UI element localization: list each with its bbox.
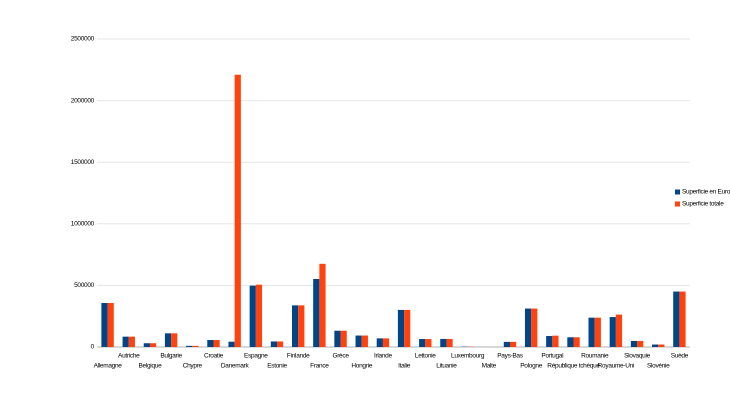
bar [573, 337, 580, 347]
x-tick-label: Danemark [221, 363, 250, 370]
bar [192, 345, 199, 347]
bar [397, 309, 405, 347]
bar [355, 335, 362, 347]
bar [101, 303, 108, 347]
bar [376, 338, 383, 347]
bar [509, 341, 517, 347]
x-tick-label: Allemagne [94, 363, 123, 370]
x-tick-label: Bulgarie [160, 353, 182, 360]
bar [679, 291, 686, 347]
bar [594, 317, 601, 347]
bar [186, 345, 193, 347]
bar [334, 330, 341, 347]
x-tick-label: Lettonie [415, 353, 436, 360]
x-tick-label: Hongrie [351, 363, 372, 370]
x-tick-label: Estonie [267, 363, 287, 370]
bar [340, 330, 347, 347]
x-tick-label: Portugal [541, 353, 564, 360]
legend-label: Superficie en Europe [682, 189, 730, 196]
bar [531, 308, 538, 347]
x-tick-label: Suède [671, 353, 689, 360]
y-tick-label: 1000000 [71, 221, 95, 228]
x-tick-label: Chypre [183, 363, 203, 370]
bar [567, 337, 574, 347]
bar [234, 74, 241, 347]
bar [270, 341, 278, 347]
x-tick-label: Pologne [520, 363, 542, 370]
bar [228, 341, 235, 347]
x-tick-label: Finlande [287, 353, 310, 360]
bar [615, 314, 623, 347]
bar [319, 263, 326, 347]
y-tick-label: 0 [91, 344, 95, 351]
x-tick-label: Autriche [118, 353, 140, 360]
y-tick-label: 2500000 [71, 36, 95, 43]
x-tick-label: Lituanie [436, 363, 457, 370]
x-tick-label: Espagne [244, 353, 268, 360]
x-tick-label: Royaume-Uni [598, 363, 634, 370]
bar [313, 278, 320, 347]
bar [207, 340, 214, 347]
bar [609, 317, 616, 347]
x-tick-label: Slovaquie [624, 353, 651, 360]
x-tick-label: Grèce [332, 353, 349, 360]
bar [107, 303, 114, 347]
bar [652, 344, 659, 347]
bar [291, 305, 299, 347]
bar [255, 284, 263, 347]
bar [122, 336, 129, 347]
y-tick-label: 500000 [74, 282, 95, 289]
bar [382, 338, 390, 347]
bar [164, 333, 172, 347]
bar [503, 341, 510, 347]
bar [673, 291, 680, 347]
legend-swatch [675, 189, 680, 195]
bar [213, 340, 220, 347]
bar [143, 343, 150, 347]
x-tick-label: Luxembourg [451, 353, 485, 360]
bar [637, 340, 644, 347]
bar [524, 308, 532, 347]
x-tick-label: Irlande [374, 353, 392, 360]
bar [658, 344, 665, 347]
bar [588, 317, 595, 347]
bar [425, 339, 432, 347]
bar [298, 305, 305, 347]
x-tick-label: Italie [398, 363, 411, 370]
x-tick-label: France [310, 363, 329, 370]
legend-swatch [675, 201, 680, 207]
bar [630, 340, 638, 347]
x-tick-label: Roumanie [581, 353, 609, 360]
bar [249, 285, 256, 347]
bar [128, 336, 135, 347]
x-tick-label: Slovénie [647, 363, 670, 370]
x-tick-label: Pays-Bas [497, 353, 523, 360]
x-tick-label: République tchèque [547, 363, 600, 370]
x-tick-label: Malte [482, 363, 497, 370]
bar [361, 335, 368, 347]
bar [446, 338, 453, 347]
bar [171, 333, 178, 347]
legend-label: Superficie totale [682, 201, 724, 208]
bar [419, 339, 426, 347]
x-tick-label: Belgique [138, 363, 162, 370]
bar [277, 341, 284, 347]
bar [552, 335, 559, 347]
y-tick-label: 1500000 [71, 159, 95, 166]
x-tick-label: Croatie [204, 353, 224, 360]
bar [440, 338, 447, 347]
bar [404, 309, 411, 347]
bar [546, 336, 553, 347]
bar [149, 343, 157, 347]
y-tick-label: 2000000 [71, 97, 95, 104]
